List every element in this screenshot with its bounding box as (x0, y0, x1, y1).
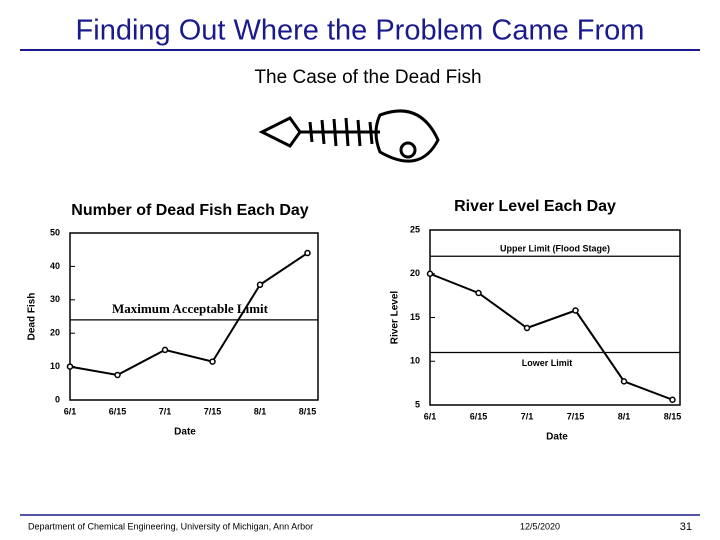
x-tick-label: 6/15 (470, 411, 488, 421)
reference-label: Upper Limit (Flood Stage) (500, 244, 610, 254)
plot-frame (69, 232, 319, 401)
reference-label: Maximum Acceptable Limit (112, 301, 269, 316)
y-tick-label: 50 (50, 227, 60, 237)
chart-title: River Level Each Day (454, 198, 616, 215)
data-point (475, 289, 482, 297)
footer-date: 12/5/2020 (520, 521, 560, 531)
y-tick-label: 25 (410, 224, 420, 234)
data-point (114, 371, 121, 379)
chart-title: Number of Dead Fish Each Day (71, 202, 308, 219)
y-tick-label: 20 (410, 268, 420, 278)
x-tick-label: 6/1 (64, 406, 77, 416)
data-line (69, 252, 309, 376)
slide-title: Finding Out Where the Problem Came From (76, 15, 645, 47)
data-point (572, 307, 579, 314)
slide-subtitle: The Case of the Dead Fish (254, 67, 481, 88)
data-point (426, 270, 434, 277)
y-tick-label: 10 (410, 356, 420, 366)
data-point (669, 396, 676, 403)
y-tick-label: 15 (410, 312, 420, 322)
x-axis-label: Date (174, 427, 196, 438)
page-number: 31 (680, 521, 692, 533)
y-tick-label: 5 (415, 399, 420, 409)
data-point (523, 324, 531, 332)
data-point (209, 358, 216, 365)
y-axis-label: Dead Fish (27, 293, 38, 341)
x-tick-label: 8/15 (664, 411, 682, 421)
x-tick-label: 6/15 (109, 406, 127, 416)
data-point (161, 346, 169, 354)
data-point (620, 378, 628, 385)
data-point (256, 281, 264, 289)
y-tick-label: 10 (50, 361, 60, 371)
data-line (429, 272, 673, 401)
reference-label: Lower Limit (522, 358, 573, 368)
x-tick-label: 8/1 (618, 411, 631, 421)
x-tick-label: 7/15 (204, 406, 222, 416)
data-point (66, 363, 74, 370)
data-point (304, 249, 311, 257)
x-axis-label: Date (546, 432, 568, 443)
y-axis-label: River Level (390, 291, 401, 345)
y-tick-label: 20 (50, 328, 60, 338)
y-tick-label: 30 (50, 294, 60, 304)
x-tick-label: 8/1 (254, 406, 267, 416)
x-tick-label: 6/1 (424, 411, 437, 421)
y-tick-label: 40 (50, 261, 60, 271)
x-tick-label: 7/1 (521, 411, 534, 421)
x-tick-label: 8/15 (299, 406, 317, 416)
footer-text: Department of Chemical Engineering, Univ… (28, 521, 313, 531)
x-tick-label: 7/15 (567, 411, 585, 421)
fish-skeleton (258, 109, 440, 163)
y-tick-label: 0 (55, 394, 60, 404)
x-tick-label: 7/1 (159, 406, 172, 416)
